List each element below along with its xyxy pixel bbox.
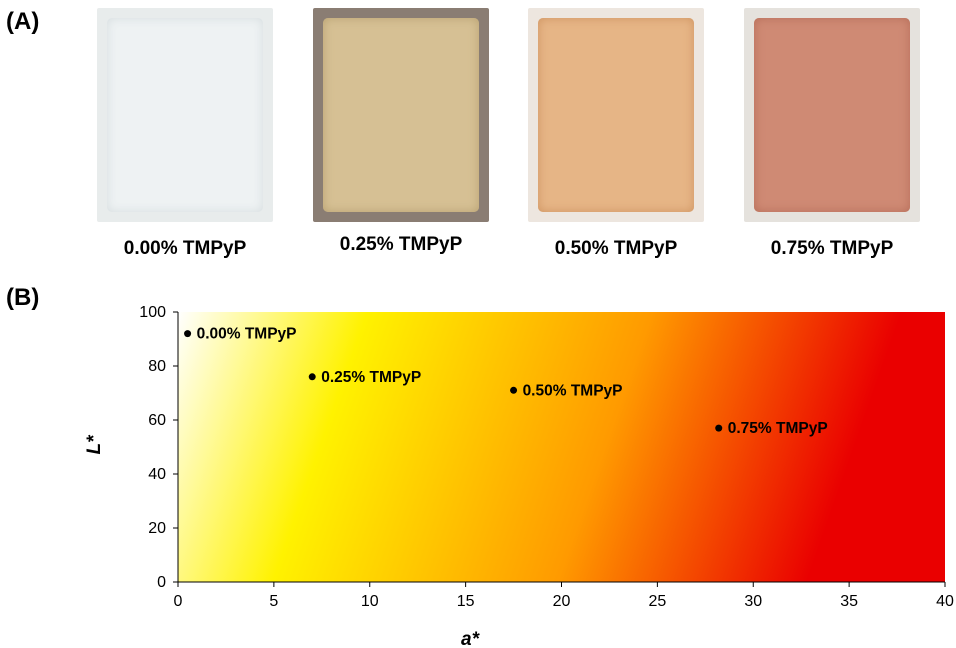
film-photo-0-25: 0.25% TMPyP — [313, 8, 489, 255]
data-point — [715, 424, 723, 432]
data-point-label: 0.00% TMPyP — [197, 326, 297, 343]
data-points: 0.00% TMPyP 0.25% TMPyP 0.50% TMPyP 0.75% T… — [184, 326, 828, 437]
x-tick-label: 10 — [361, 593, 379, 610]
film-image — [313, 8, 489, 222]
film-photo-0-00: 0.00% TMPyP — [97, 8, 273, 259]
data-point — [184, 330, 192, 338]
film-sheet — [754, 18, 910, 212]
x-tick-label: 15 — [457, 593, 475, 610]
film-photo-0-75: 0.75% TMPyP — [744, 8, 920, 259]
data-point — [510, 386, 518, 394]
y-tick-label: 60 — [148, 412, 166, 429]
film-photo-0-50: 0.50% TMPyP — [528, 8, 704, 259]
film-image — [528, 8, 704, 222]
x-tick-label: 20 — [553, 593, 571, 610]
x-ticks: 0 5 10 15 20 25 30 35 40 — [174, 582, 954, 610]
y-tick-label: 100 — [139, 304, 166, 321]
data-point — [308, 373, 316, 381]
film-sheet — [107, 18, 263, 212]
film-caption: 0.00% TMPyP — [123, 238, 247, 259]
data-point-label: 0.25% TMPyP — [321, 369, 421, 386]
film-caption: 0.50% TMPyP — [554, 238, 678, 259]
y-tick-label: 20 — [148, 520, 166, 537]
film-image — [744, 8, 920, 222]
x-tick-label: 25 — [648, 593, 666, 610]
y-tick-label: 40 — [148, 466, 166, 483]
y-ticks: 0 20 40 60 80 100 — [139, 304, 178, 591]
x-tick-label: 5 — [269, 593, 278, 610]
film-caption: 0.25% TMPyP — [339, 234, 463, 255]
film-caption: 0.75% TMPyP — [770, 238, 894, 259]
x-axis-title: a* — [461, 629, 481, 648]
y-axis-title: L* — [84, 434, 105, 455]
data-point-label: 0.50% TMPyP — [523, 382, 623, 399]
data-point-label: 0.75% TMPyP — [728, 420, 828, 437]
x-tick-label: 35 — [840, 593, 858, 610]
film-sheet — [538, 18, 694, 212]
y-tick-label: 0 — [157, 574, 166, 591]
film-image — [97, 8, 273, 222]
x-tick-label: 0 — [174, 593, 183, 610]
panel-label-a: (A) — [6, 8, 40, 35]
lab-color-chart: 0 20 40 60 80 100 0 5 10 15 20 25 30 35 40 0.00% TMPy… — [84, 304, 954, 648]
x-tick-label: 40 — [936, 593, 954, 610]
x-tick-label: 30 — [744, 593, 762, 610]
film-sheet — [323, 18, 479, 212]
y-tick-label: 80 — [148, 358, 166, 375]
plot-background — [178, 312, 945, 582]
panel-label-b: (B) — [6, 284, 40, 311]
